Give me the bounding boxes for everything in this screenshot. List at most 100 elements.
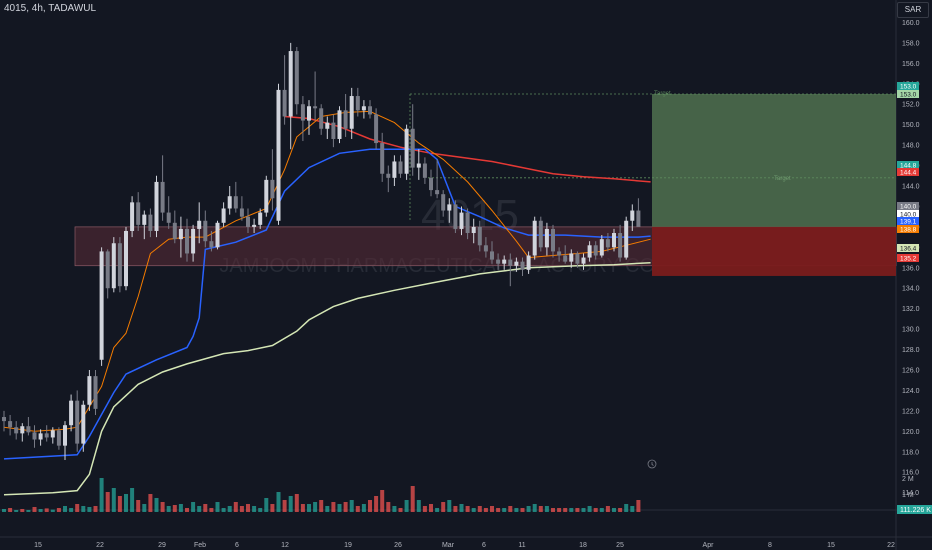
volume-bar — [563, 508, 568, 512]
time-tick: 8 — [768, 542, 772, 549]
candle-body — [483, 245, 488, 252]
volume-bar — [69, 508, 74, 512]
volume-bar — [203, 504, 208, 512]
volume-bar — [14, 510, 19, 512]
price-tick: 156.0 — [902, 61, 920, 68]
volume-bar — [313, 502, 318, 512]
candle-body — [75, 400, 80, 444]
volume-bar — [38, 509, 43, 512]
price-tick: 148.0 — [902, 143, 920, 150]
candle-body — [361, 106, 366, 111]
volume-bar — [87, 507, 92, 512]
candle-body — [569, 253, 574, 262]
volume-bar — [2, 509, 6, 512]
volume-bar — [160, 502, 165, 512]
price-tick: 120.0 — [902, 429, 920, 436]
candle-body — [587, 245, 592, 258]
volume-bar — [624, 504, 629, 512]
candle-body — [93, 376, 98, 409]
candle-body — [459, 212, 464, 229]
price-label-bg — [897, 225, 919, 233]
volume-bar — [429, 504, 433, 512]
candle-body — [471, 226, 476, 234]
candle-body — [349, 96, 354, 129]
candle-body — [520, 261, 525, 270]
volume-bar — [81, 506, 86, 512]
candle-body — [581, 257, 586, 264]
candle-body — [508, 259, 513, 266]
volume-bar — [490, 506, 494, 512]
candle-body — [410, 128, 415, 168]
volume-bar — [557, 508, 562, 512]
volume-bar — [343, 502, 348, 512]
candle-body — [136, 202, 141, 225]
volume-bar — [215, 502, 220, 512]
clock-icon — [647, 459, 657, 469]
candle-body — [422, 163, 427, 178]
candle-body — [319, 108, 324, 129]
price-tick: 150.0 — [902, 122, 920, 129]
target-zone — [652, 94, 896, 227]
volume-last-label-bg — [897, 505, 932, 514]
volume-bar — [514, 508, 519, 512]
price-tick: 114.0 — [902, 490, 919, 497]
target-label: Target — [654, 91, 671, 97]
candle-body — [563, 255, 568, 262]
volume-bar — [50, 509, 55, 512]
candle-body — [87, 376, 92, 405]
volume-bar — [166, 506, 171, 512]
volume-bar — [612, 508, 616, 512]
candle-body — [355, 96, 360, 111]
price-tick: 158.0 — [902, 40, 920, 47]
candles — [2, 42, 641, 460]
ma-line-4 — [3, 261, 651, 496]
volume-bar — [26, 510, 31, 512]
candle-body — [593, 245, 598, 256]
time-tick: 29 — [158, 542, 166, 549]
volume-bar — [398, 508, 403, 512]
volume-bar — [618, 508, 623, 512]
candle-body — [398, 161, 403, 174]
volume-bar — [453, 506, 458, 512]
candle-body — [636, 210, 641, 227]
volume-bar — [93, 506, 98, 512]
candle-body — [404, 128, 409, 174]
candle-body — [630, 210, 635, 221]
volume-bar — [288, 496, 293, 512]
candle-body — [453, 204, 458, 229]
candle-body — [166, 212, 171, 223]
candle-body — [142, 214, 147, 225]
candle-body — [294, 51, 299, 105]
price-tick: 144.0 — [902, 184, 920, 191]
time-tick: 26 — [394, 542, 402, 549]
candle-body — [160, 181, 165, 213]
candle-body — [368, 106, 372, 115]
candle-body — [526, 255, 531, 270]
candle-body — [50, 430, 55, 438]
candle-body — [618, 233, 623, 258]
volume-bar — [99, 478, 104, 512]
time-tick: 6 — [235, 542, 239, 549]
volume-bar — [252, 506, 257, 512]
volume-bar — [111, 488, 116, 512]
candle-body — [258, 212, 263, 225]
volume-bar — [465, 506, 470, 512]
currency-selector[interactable]: SAR — [897, 2, 929, 18]
candle-body — [477, 226, 482, 246]
volume-bar — [435, 508, 440, 512]
candle-body — [154, 181, 159, 231]
candle-body — [44, 433, 49, 438]
price-tick: 122.0 — [902, 408, 920, 415]
price-label-bg — [897, 244, 919, 252]
volume-bar — [319, 500, 324, 512]
volume-bar — [63, 506, 67, 512]
candle-body — [105, 251, 110, 289]
candle-body — [282, 89, 287, 117]
candle-body — [624, 220, 629, 258]
candle-body — [380, 143, 385, 174]
price-label-bg — [897, 161, 919, 169]
volume-bar — [380, 490, 385, 512]
volume-bar — [178, 504, 183, 512]
price-tick: 132.0 — [902, 306, 920, 313]
